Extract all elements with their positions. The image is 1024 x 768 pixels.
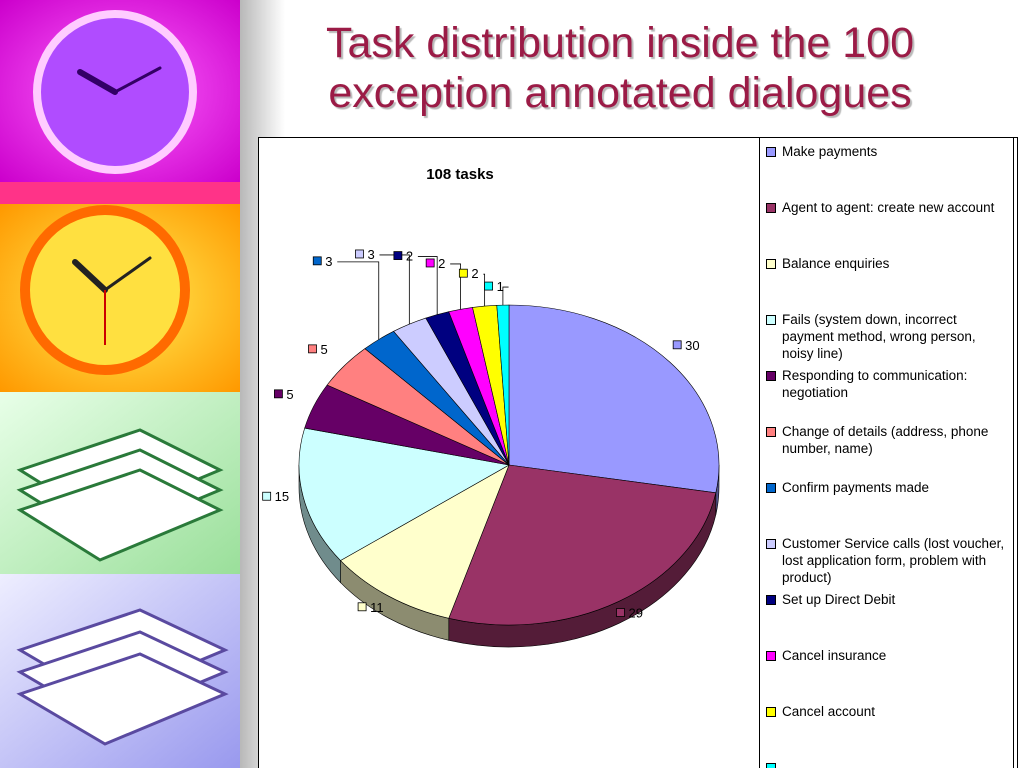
legend-label: Set up Direct Debit — [782, 592, 896, 607]
data-label-2: 11 — [370, 600, 384, 615]
data-label-11: 1 — [497, 279, 504, 294]
data-label-8: 2 — [406, 249, 413, 264]
legend-label: Agent to agent: create new account — [782, 200, 995, 215]
data-label-swatch-9 — [425, 258, 435, 268]
data-label-swatch-7 — [355, 249, 364, 259]
legend-item: Cancel account — [766, 703, 1006, 720]
leader-line-9 — [450, 263, 461, 310]
slide-title-line2: exception annotated dialogues — [328, 69, 912, 117]
data-label-10: 2 — [471, 266, 478, 281]
legend-item — [766, 759, 1006, 768]
legend: Make payments Agent to agent: create new … — [759, 137, 1014, 768]
leader-line-6 — [337, 261, 380, 340]
data-label-5: 5 — [321, 342, 328, 357]
legend-swatch — [766, 539, 776, 549]
leader-line-10 — [483, 273, 486, 307]
pie-slice-1 — [448, 464, 717, 626]
legend-label: Balance enquiries — [782, 256, 890, 271]
legend-item: Change of details (address, phone number… — [766, 423, 1006, 457]
data-label-0: 30 — [685, 338, 699, 353]
legend-label: Fails (system down, incorrect payment me… — [782, 312, 976, 361]
legend-label: Change of details (address, phone number… — [782, 424, 989, 456]
data-label-6: 3 — [325, 254, 332, 269]
legend-swatch — [766, 147, 776, 157]
data-label-swatch-3 — [262, 491, 272, 501]
data-label-swatch-4 — [274, 389, 283, 399]
legend-item: Fails (system down, incorrect payment me… — [766, 311, 1006, 362]
pie-slice-2 — [340, 464, 510, 619]
legend-label: Make payments — [782, 144, 878, 159]
legend-item: Cancel insurance — [766, 647, 1006, 664]
data-label-3: 15 — [275, 489, 289, 504]
data-label-swatch-1 — [616, 608, 625, 617]
legend-item: Confirm payments made — [766, 479, 1006, 496]
legend-label: Confirm payments made — [782, 480, 930, 495]
data-label-swatch-8 — [393, 251, 403, 260]
leader-line-8 — [417, 256, 438, 315]
legend-swatch — [766, 315, 776, 325]
pie-slice-11 — [496, 304, 510, 466]
legend-swatch — [766, 427, 776, 437]
pie-slice-0 — [508, 304, 720, 494]
legend-item: Balance enquiries — [766, 255, 1006, 272]
slide-title-line1: Task distribution inside the 100 — [325, 19, 915, 67]
pie-chart: 108 tasks 30 29 11 15 5 5 3 3 2 2 2 1 — [262, 166, 720, 648]
legend-label: Responding to communication: negotiation — [782, 368, 968, 400]
legend-swatch — [766, 651, 776, 661]
legend-label: Customer Service calls (lost voucher, lo… — [782, 536, 1005, 585]
legend-label: Cancel insurance — [782, 648, 887, 663]
data-label-4: 5 — [286, 387, 293, 402]
legend-swatch — [766, 763, 776, 768]
legend-swatch — [766, 203, 776, 213]
legend-swatch — [766, 371, 776, 381]
chart-title: 108 tasks — [426, 166, 494, 183]
pie-slice-3 — [298, 427, 510, 561]
legend-swatch — [766, 595, 776, 605]
leader-line-11 — [502, 286, 509, 306]
panel-pink-band — [0, 182, 240, 204]
legend-swatch — [766, 259, 776, 269]
legend-item: Responding to communication: negotiation — [766, 367, 1006, 401]
legend-item: Agent to agent: create new account — [766, 199, 1006, 216]
data-label-9: 2 — [438, 256, 445, 271]
legend-label: Cancel account — [782, 704, 876, 719]
papers-green-icon — [16, 428, 224, 562]
data-label-swatch-2 — [357, 602, 367, 612]
legend-swatch — [766, 483, 776, 493]
legend-item: Set up Direct Debit — [766, 591, 1006, 608]
data-label-1: 29 — [628, 606, 642, 621]
data-label-swatch-0 — [672, 340, 682, 350]
papers-lavender-icon — [16, 608, 229, 746]
legend-swatch — [766, 707, 776, 717]
leader-line-7 — [379, 254, 410, 325]
decorative-sidebar — [0, 0, 240, 768]
data-label-7: 3 — [367, 247, 374, 262]
data-label-swatch-6 — [312, 256, 322, 266]
slide-title: Task distribution inside the 100 excepti… — [290, 18, 950, 118]
data-label-swatch-11 — [484, 281, 493, 291]
data-label-swatch-10 — [458, 268, 468, 278]
data-label-swatch-5 — [308, 344, 317, 354]
legend-item: Customer Service calls (lost voucher, lo… — [766, 535, 1006, 586]
legend-item: Make payments — [766, 143, 1006, 160]
